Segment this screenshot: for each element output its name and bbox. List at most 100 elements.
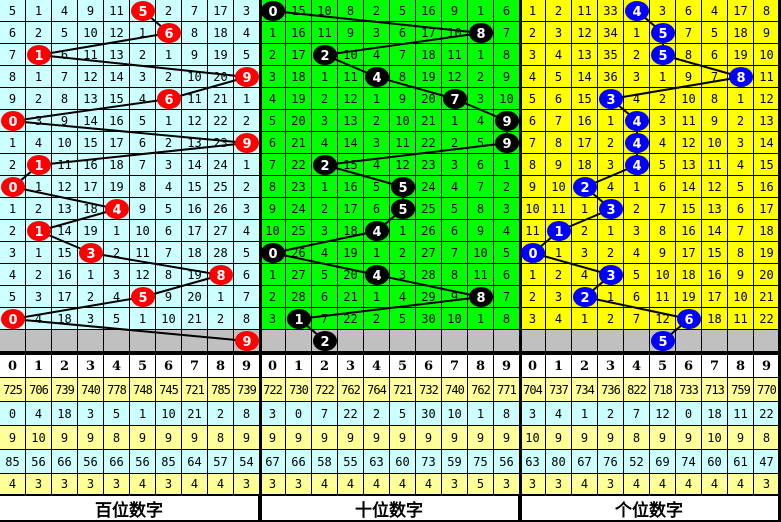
miss-count-cell: 13	[338, 110, 364, 132]
miss-count-cell: 1	[364, 242, 390, 264]
miss-count-cell: 2	[156, 66, 182, 88]
hit-ball: 8	[469, 23, 493, 43]
svg-text:7: 7	[450, 93, 459, 108]
stat-cell: 66	[52, 450, 78, 474]
hit-ball: 4	[365, 265, 389, 285]
miss-count-cell: 8	[468, 198, 494, 220]
miss-count-cell: 14	[78, 110, 104, 132]
stat-cell: 4	[546, 402, 572, 426]
miss-count-cell: 8	[156, 264, 182, 286]
stat-cell: 9	[442, 426, 468, 450]
stat-cell: 5	[390, 402, 416, 426]
pending-cell	[364, 330, 390, 352]
miss-count-cell: 4	[728, 154, 754, 176]
stat-cell: 60	[702, 450, 728, 474]
miss-count-cell: 17	[702, 286, 728, 308]
hit-ball: 1	[27, 155, 51, 175]
stat-cell: 10	[520, 426, 546, 450]
miss-count-cell: 5	[52, 22, 78, 44]
miss-count-cell: 8	[0, 66, 26, 88]
stat-cell: 9	[286, 426, 312, 450]
hit-ball: 4	[625, 111, 649, 131]
miss-count-cell: 6	[442, 220, 468, 242]
stat-cell: 3	[598, 474, 624, 495]
column-header: 1	[26, 355, 52, 378]
stat-cell: 9	[130, 426, 156, 450]
miss-count-cell: 7	[390, 44, 416, 66]
miss-count-cell: 10	[676, 88, 702, 110]
miss-count-cell: 9	[182, 44, 208, 66]
pending-cell	[676, 330, 702, 352]
stat-cell: 76	[598, 450, 624, 474]
miss-count-cell: 15	[52, 242, 78, 264]
hit-ball: 9	[495, 133, 519, 153]
stat-cell: 9	[364, 426, 390, 450]
miss-count-cell: 16	[416, 0, 442, 22]
stat-cell: 3	[78, 474, 104, 495]
trend-line	[142, 274, 222, 298]
miss-count-cell: 1	[78, 264, 104, 286]
miss-count-cell: 17	[676, 242, 702, 264]
hit-ball: 2	[313, 45, 337, 65]
miss-count-cell: 23	[286, 176, 312, 198]
stat-cell: 7	[624, 402, 650, 426]
miss-count-cell: 4	[442, 176, 468, 198]
miss-count-cell: 5	[702, 22, 728, 44]
stat-cell: 30	[416, 402, 442, 426]
column-header: 2	[312, 355, 338, 378]
pending-cell	[702, 330, 728, 352]
miss-count-cell: 11	[130, 242, 156, 264]
miss-count-cell: 17	[78, 176, 104, 198]
miss-count-cell: 2	[156, 0, 182, 22]
miss-count-cell: 11	[650, 286, 676, 308]
miss-count-cell: 8	[260, 176, 286, 198]
miss-count-cell: 5	[728, 176, 754, 198]
miss-count-cell: 2	[598, 242, 624, 264]
stat-cell: 55	[338, 450, 364, 474]
miss-count-cell: 22	[416, 132, 442, 154]
miss-count-cell: 9	[338, 22, 364, 44]
stat-cell: 3	[234, 474, 260, 495]
miss-count-cell: 5	[520, 88, 546, 110]
stat-cell: 8	[208, 426, 234, 450]
miss-count-cell: 2	[0, 154, 26, 176]
miss-count-cell: 8	[650, 220, 676, 242]
miss-count-cell: 4	[260, 88, 286, 110]
hit-ball: 5	[391, 177, 415, 197]
stat-cell: 4	[208, 474, 234, 495]
stat-cell: 0	[676, 402, 702, 426]
pending-cell	[624, 330, 650, 352]
miss-count-cell: 4	[546, 44, 572, 66]
miss-count-cell: 18	[286, 66, 312, 88]
stat-cell: 47	[754, 450, 780, 474]
miss-count-cell: 9	[650, 242, 676, 264]
miss-count-cell: 11	[572, 0, 598, 22]
column-header: 7	[442, 355, 468, 378]
miss-count-cell: 11	[728, 308, 754, 330]
trend-overlay: 5619609104138509082479925540481245583444…	[1, 1, 753, 351]
svg-text:5: 5	[138, 5, 147, 20]
miss-count-cell: 17	[182, 220, 208, 242]
miss-count-cell: 15	[676, 198, 702, 220]
hit-ball: 0	[261, 1, 285, 21]
stat-cell: 3	[520, 402, 546, 426]
miss-count-cell: 4	[390, 286, 416, 308]
miss-count-cell: 4	[156, 176, 182, 198]
miss-count-cell: 14	[182, 154, 208, 176]
miss-count-cell: 10	[156, 308, 182, 330]
hit-ball: 0	[1, 177, 25, 197]
miss-count-cell: 6	[364, 198, 390, 220]
stat-cell: 8	[494, 402, 520, 426]
miss-count-cell: 8	[182, 22, 208, 44]
miss-count-cell: 7	[260, 154, 286, 176]
stat-cell: 739	[234, 378, 260, 402]
hit-ball: 4	[105, 199, 129, 219]
miss-count-cell: 11	[468, 264, 494, 286]
hit-ball: 8	[469, 287, 493, 307]
stat-cell: 58	[312, 450, 338, 474]
miss-count-cell: 17	[286, 44, 312, 66]
miss-count-cell: 10	[546, 176, 572, 198]
miss-count-cell: 10	[520, 198, 546, 220]
miss-count-cell: 3	[26, 286, 52, 308]
